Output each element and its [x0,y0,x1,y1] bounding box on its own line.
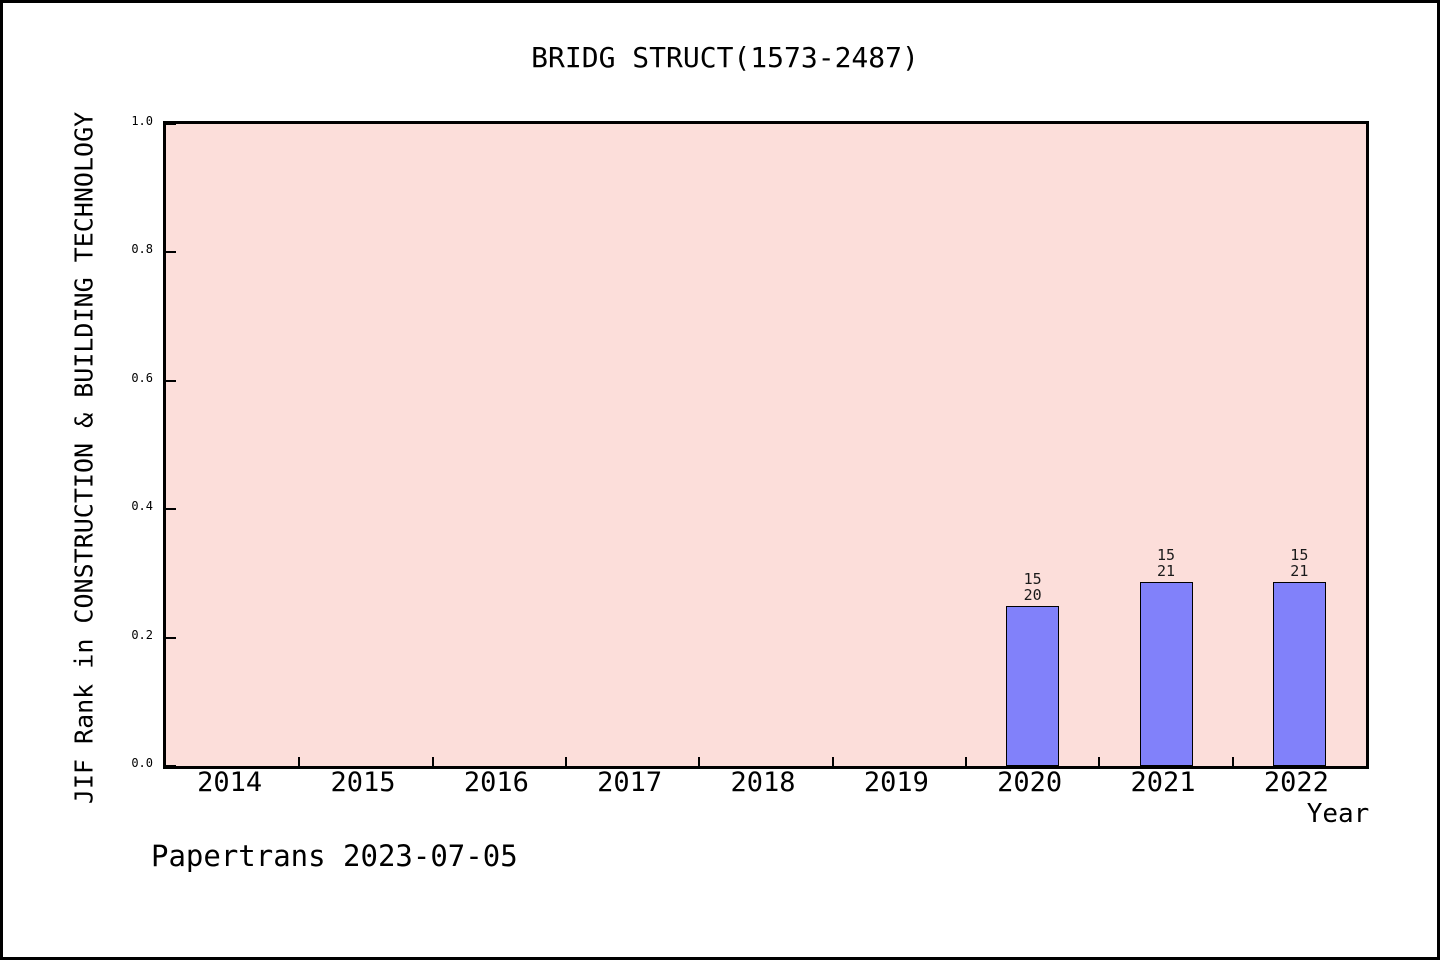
plot-area: 15 20 15 21 15 21 [163,121,1369,769]
x-tick-label: 2014 [197,767,263,798]
x-tick-label: 2015 [330,767,396,798]
bar-value-line: 15 [1290,546,1309,565]
bar-2022 [1272,582,1326,766]
y-tick-label: 0.0 [131,756,153,770]
bar-value-line: 15 [1156,546,1176,565]
bar-value-line: 21 [1290,562,1309,581]
chart-title: BRIDG STRUCT(1573-2487) [531,41,919,74]
bar-value-line: 20 [1023,585,1042,604]
y-axis-label: JIF Rank in CONSTRUCTION & BUILDING TECH… [69,111,99,805]
x-axis-label: Year [1306,799,1370,829]
y-tick-mark [166,508,176,511]
x-tick-label: 2018 [730,767,796,798]
x-tick-label: 2019 [863,767,929,798]
y-tick-label: 0.2 [131,627,153,642]
y-tick-mark [166,379,176,382]
x-tick-label: 2022 [1263,767,1329,798]
x-tick-label: 2016 [463,767,529,798]
y-tick-label: 0.8 [131,242,153,257]
bar-value-label: 15 20 [1024,571,1042,603]
bar-value-line: 15 [1023,569,1042,588]
bar-value-label: 15 21 [1157,547,1175,579]
x-tick-mark [298,757,301,766]
x-tick-mark [1098,757,1101,766]
y-tick-mark [166,251,176,254]
x-tick-mark [565,757,567,766]
y-tick-mark [166,123,176,125]
bar-2021 [1139,582,1193,766]
x-tick-mark [698,757,701,766]
y-tick-mark [166,636,176,639]
y-tick-label: 0.6 [131,370,153,385]
y-tick-label: 1.0 [131,114,153,128]
x-tick-mark [831,757,834,766]
bar-value-label: 15 21 [1290,547,1308,579]
y-tick-mark [166,765,176,767]
x-tick-label: 2021 [1130,767,1196,798]
bar-value-line: 21 [1156,562,1176,581]
y-tick-label: 0.4 [131,499,153,514]
footer-watermark: Papertrans 2023-07-05 [151,839,518,873]
x-tick-label: 2020 [997,767,1063,798]
x-tick-mark [1231,757,1234,766]
x-tick-mark [965,757,967,766]
x-tick-label: 2017 [597,767,663,798]
bar-2020 [1006,605,1060,766]
x-tick-mark [431,757,434,766]
